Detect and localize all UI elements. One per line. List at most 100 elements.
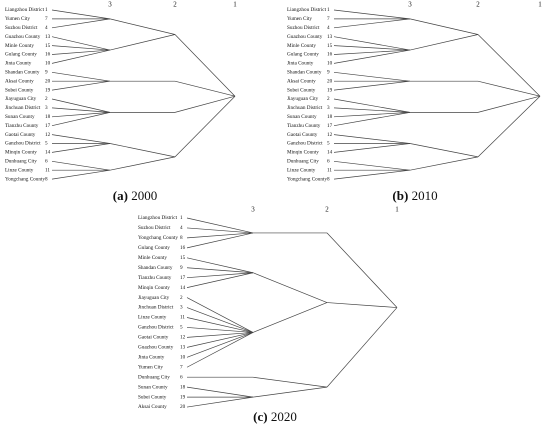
leaf-label: Minqin County (138, 285, 170, 291)
leaf-id: 1 (180, 215, 183, 221)
leaf-id: 6 (45, 158, 48, 164)
leaf-label: Liangzhou District (287, 7, 327, 13)
leaf-id: 5 (327, 141, 330, 147)
branch (186, 227, 254, 234)
leaf-label: Liangzhou District (138, 215, 178, 221)
leaf-label: Jiayuguan City (138, 295, 170, 301)
leaf-label: Linze County (138, 315, 167, 321)
leaf-id: 14 (180, 285, 186, 291)
branch (51, 98, 111, 113)
caption-year: 2020 (271, 409, 297, 424)
branch (186, 232, 254, 249)
branch (333, 98, 411, 113)
leaf-id: 20 (327, 78, 333, 84)
leaf-label: Sunan County (5, 114, 35, 120)
leaf-id: 15 (45, 43, 51, 49)
branch (186, 332, 254, 348)
leaf-label: Jiayuguan City (5, 96, 37, 102)
branch (51, 169, 111, 180)
leaf-label: Jinta County (138, 354, 165, 360)
branch (186, 332, 254, 338)
caption: (c) 2020 (253, 409, 297, 424)
leaf-id: 16 (180, 245, 186, 251)
leaf-id: 12 (45, 132, 51, 138)
leaf-id: 14 (327, 150, 333, 156)
branch (333, 49, 411, 64)
leaf-id: 3 (45, 105, 48, 111)
leaf-label: Sunan County (287, 114, 317, 120)
branch (252, 386, 328, 398)
branch (109, 156, 176, 171)
leaf-id: 12 (327, 132, 333, 138)
leaf-id: 8 (180, 235, 183, 241)
branch (51, 143, 111, 153)
caption: (a) 2000 (113, 188, 157, 203)
leaf-id: 15 (180, 255, 186, 261)
caption: (b) 2010 (392, 188, 437, 203)
leaf-id: 11 (327, 167, 332, 173)
branch (333, 49, 411, 55)
level-label: 2 (173, 1, 177, 9)
branch (326, 307, 398, 388)
leaf-id: 1 (327, 7, 330, 13)
leaf-label: Gaotai County (287, 132, 318, 138)
branch (186, 272, 254, 279)
branch (109, 143, 176, 158)
branch (252, 376, 328, 388)
caption-year: 2010 (412, 188, 438, 203)
leaf-id: 17 (180, 275, 186, 281)
level-label: 2 (476, 1, 480, 9)
leaf-label: Subei County (138, 394, 167, 400)
leaf-id: 11 (45, 167, 50, 173)
branch (186, 217, 254, 234)
leaf-label: Shandan County (138, 265, 173, 271)
branch (186, 272, 254, 288)
leaf-id: 19 (45, 87, 51, 93)
leaf-label: Guazhou County (5, 34, 41, 40)
leaf-id: 7 (327, 16, 330, 22)
leaf-label: Tianzhu County (5, 123, 39, 129)
branch (477, 95, 541, 158)
branch (477, 95, 541, 113)
branch (333, 112, 411, 127)
branch (333, 134, 411, 144)
leaf-id: 2 (45, 96, 48, 102)
leaf-id: 12 (180, 335, 186, 341)
leaf-label: Dunhuang City (138, 374, 170, 380)
branch (477, 80, 541, 97)
leaf-id: 16 (45, 52, 51, 58)
level-label: 1 (538, 1, 542, 9)
leaf-id: 5 (180, 325, 183, 331)
leaf-id: 18 (180, 384, 186, 390)
branch (477, 34, 541, 97)
branch (186, 386, 254, 398)
leaf-id: 1 (45, 7, 48, 13)
branch (51, 36, 111, 51)
caption-letter: (b) (392, 188, 408, 203)
branch (186, 396, 254, 408)
leaf-label: Linze County (5, 167, 34, 173)
branch (186, 257, 254, 274)
branch (51, 71, 111, 82)
leaf-label: Suzhou District (5, 25, 38, 31)
leaf-id: 7 (45, 16, 48, 22)
branch (51, 49, 111, 55)
level-label: 2 (325, 206, 329, 214)
branch (186, 317, 254, 333)
leaf-id: 4 (327, 25, 330, 31)
leaf-label: Minle County (5, 43, 34, 49)
level-label: 1 (395, 206, 399, 214)
leaf-id: 9 (180, 265, 183, 271)
branch (333, 169, 411, 180)
caption-letter: (c) (253, 409, 267, 424)
branch (409, 34, 479, 51)
branch (51, 160, 111, 171)
leaf-id: 15 (327, 43, 333, 49)
leaf-label: Gaotai County (138, 335, 169, 341)
leaf-label: Yumen City (287, 16, 312, 22)
leaf-label: Yongchang County (138, 235, 178, 241)
branch (252, 302, 328, 333)
leaf-label: Gulang County (287, 52, 319, 58)
leaf-label: Tianzhu County (138, 275, 172, 281)
